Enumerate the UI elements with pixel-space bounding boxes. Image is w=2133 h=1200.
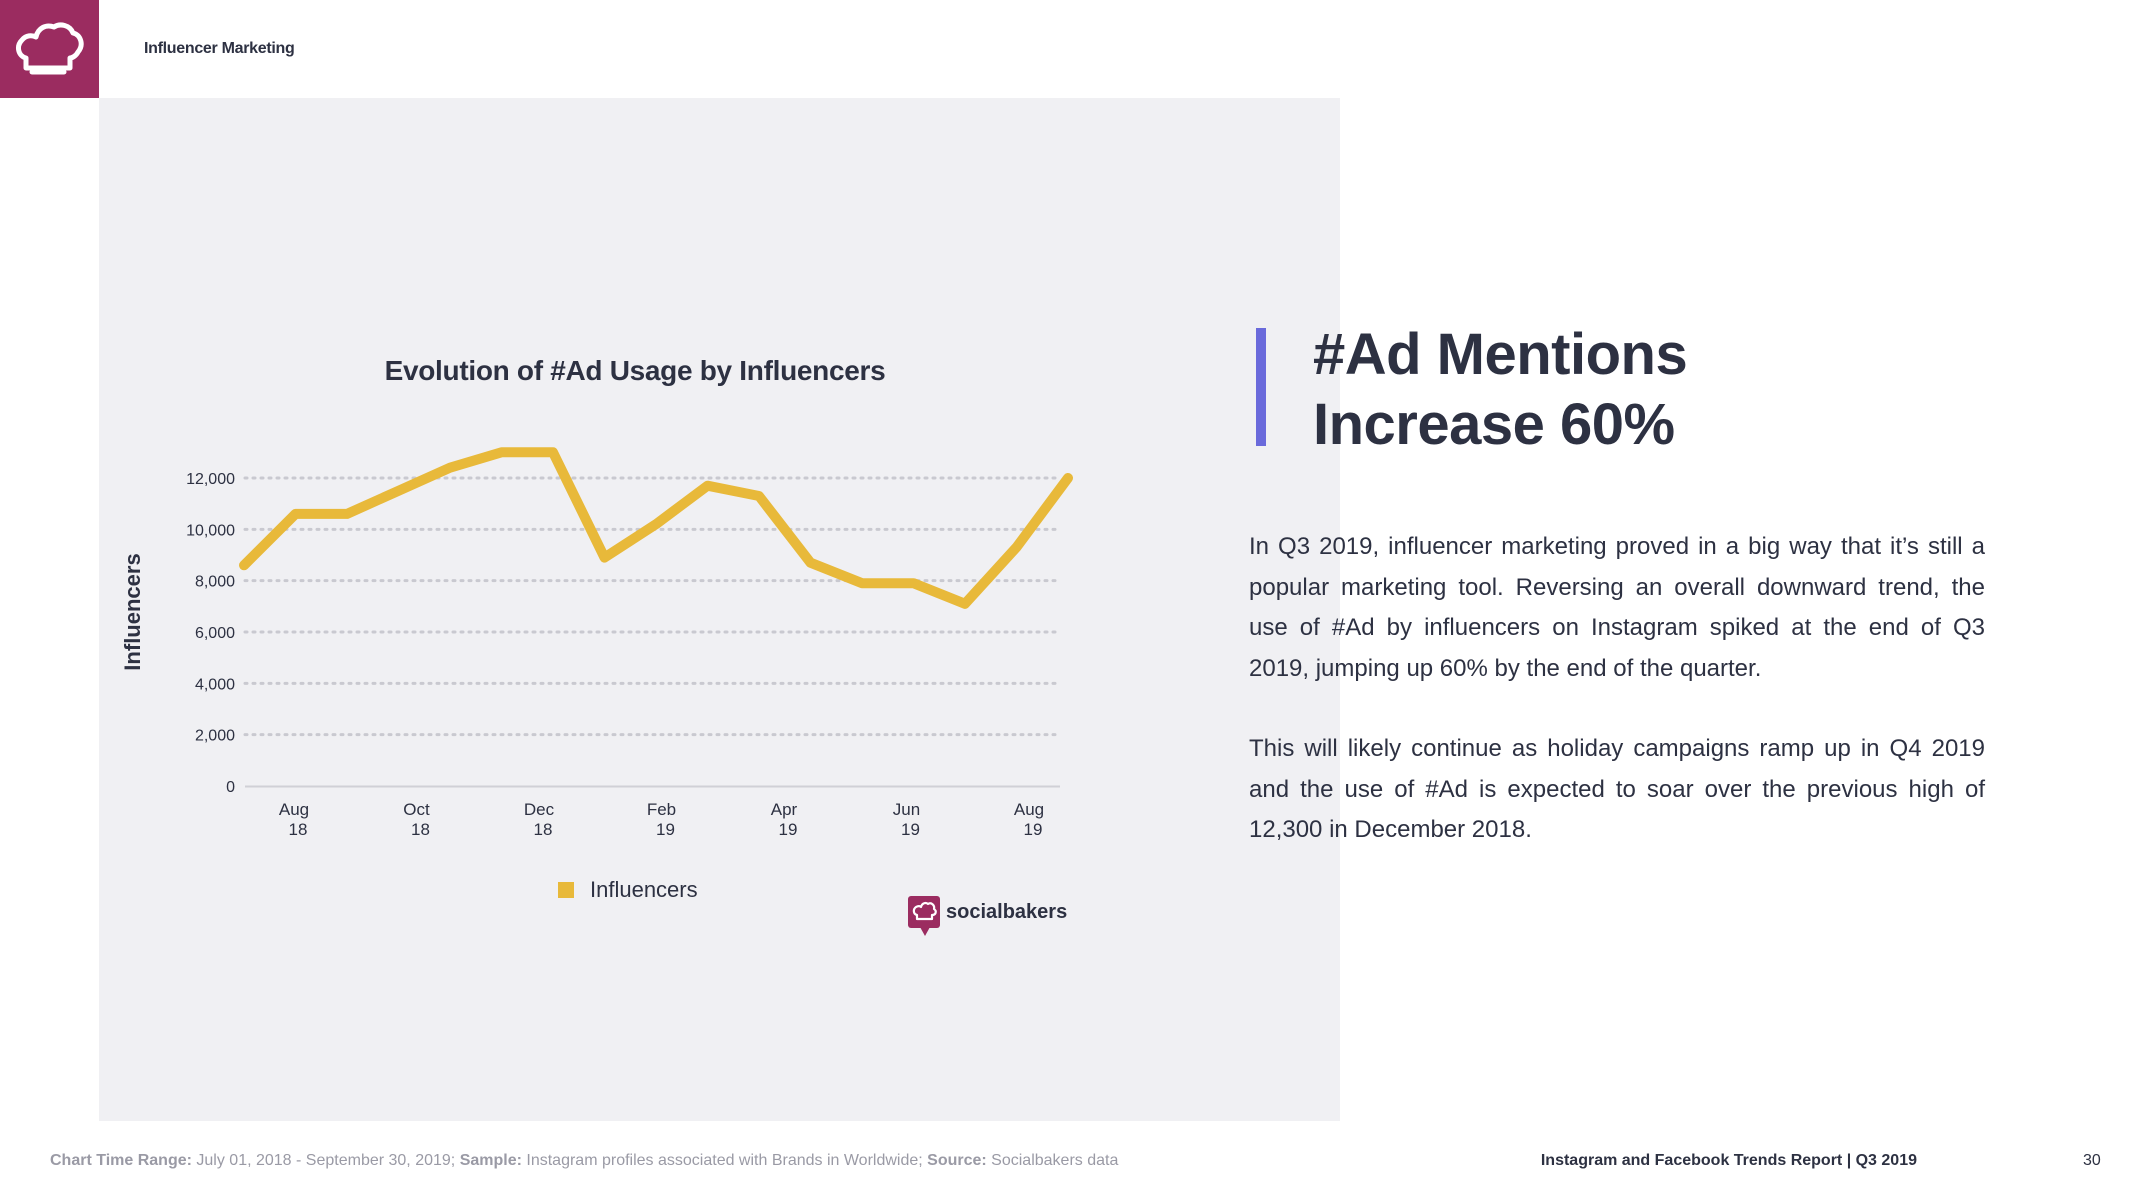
brand-logo bbox=[0, 0, 99, 98]
body-paragraph-2: This will likely continue as holiday cam… bbox=[1249, 735, 1985, 843]
y-axis-title: Influencers bbox=[120, 553, 145, 670]
legend-swatch bbox=[558, 882, 574, 898]
data-point bbox=[552, 451, 554, 454]
x-tick-label-month: Dec bbox=[524, 800, 555, 819]
x-tick-label-year: 18 bbox=[289, 820, 308, 839]
data-point bbox=[397, 489, 400, 492]
y-tick-label: 0 bbox=[226, 779, 235, 796]
y-tick-label: 8,000 bbox=[195, 574, 235, 591]
data-point bbox=[1015, 546, 1018, 549]
chart-title: Evolution of #Ad Usage by Influencers bbox=[384, 355, 886, 386]
data-point bbox=[449, 466, 451, 469]
x-tick-label-month: Apr bbox=[771, 800, 798, 819]
data-point bbox=[603, 556, 606, 559]
x-tick-label-year: 19 bbox=[779, 820, 798, 839]
data-point bbox=[912, 582, 915, 585]
body-copy: In Q3 2019, influencer marketing proved … bbox=[1249, 527, 1985, 891]
data-point bbox=[1067, 477, 1069, 479]
legend-label: Influencers bbox=[590, 877, 698, 902]
x-tick-label-year: 19 bbox=[656, 820, 675, 839]
data-point bbox=[964, 602, 966, 605]
footnote-source-value: Socialbakers data bbox=[986, 1152, 1119, 1169]
body-paragraph-1: In Q3 2019, influencer marketing proved … bbox=[1249, 533, 1985, 682]
data-point bbox=[861, 582, 863, 585]
y-tick-label: 4,000 bbox=[195, 676, 235, 693]
data-point bbox=[294, 512, 297, 515]
y-tick-label: 12,000 bbox=[186, 471, 235, 488]
x-tick-label-month: Aug bbox=[279, 800, 309, 819]
y-tick-label: 6,000 bbox=[195, 625, 235, 642]
data-point bbox=[758, 494, 760, 497]
x-tick-label-year: 18 bbox=[411, 820, 430, 839]
chart-panel bbox=[99, 98, 1340, 1121]
x-tick-label-month: Oct bbox=[403, 800, 430, 819]
y-tick-label: 10,000 bbox=[186, 522, 235, 539]
footnote-range-value: July 01, 2018 - September 30, 2019; bbox=[191, 1152, 460, 1169]
x-tick-label-month: Aug bbox=[1014, 800, 1044, 819]
footnote: Chart Time Range: July 01, 2018 - Septem… bbox=[50, 1152, 1118, 1170]
x-tick-label-year: 18 bbox=[534, 820, 553, 839]
x-tick-label-year: 19 bbox=[1024, 820, 1043, 839]
data-point bbox=[500, 451, 503, 454]
footnote-sample-label: Sample: bbox=[459, 1152, 522, 1169]
headline: #Ad Mentions Increase 60% bbox=[1313, 320, 1688, 460]
headline-line-1: #Ad Mentions bbox=[1313, 322, 1688, 387]
headline-line-2: Increase 60% bbox=[1313, 392, 1675, 457]
y-tick-label: 2,000 bbox=[195, 728, 235, 745]
brand-name: socialbakers bbox=[946, 900, 1068, 923]
data-point bbox=[706, 484, 709, 487]
footnote-range-label: Chart Time Range: bbox=[50, 1152, 192, 1169]
data-point bbox=[346, 512, 348, 515]
data-point bbox=[809, 561, 812, 564]
data-point bbox=[243, 564, 245, 567]
data-point bbox=[655, 523, 657, 526]
chef-hat-icon bbox=[16, 22, 84, 75]
x-tick-label-year: 19 bbox=[901, 820, 920, 839]
socialbakers-logo-icon bbox=[908, 896, 940, 936]
footnote-sample-value: Instagram profiles associated with Brand… bbox=[521, 1152, 928, 1169]
headline-accent-bar bbox=[1256, 328, 1266, 446]
x-tick-label-month: Feb bbox=[647, 800, 676, 819]
section-title: Influencer Marketing bbox=[144, 40, 295, 57]
x-tick-label-month: Jun bbox=[893, 800, 920, 819]
page-number: 30 bbox=[2083, 1152, 2101, 1169]
socialbakers-brand: socialbakers bbox=[908, 896, 1068, 936]
footnote-source-label: Source: bbox=[927, 1152, 987, 1169]
chart-legend: Influencers bbox=[558, 877, 698, 903]
report-title: Instagram and Facebook Trends Report | Q… bbox=[1540, 1152, 1917, 1169]
